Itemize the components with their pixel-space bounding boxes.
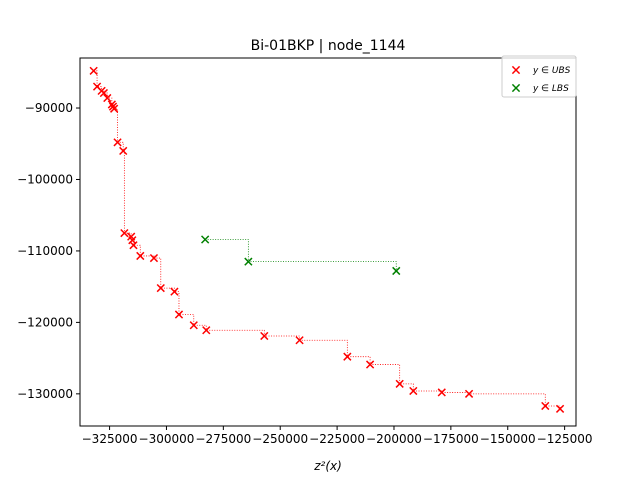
data-point <box>437 388 446 397</box>
data-point <box>156 283 165 293</box>
series-line-0 <box>93 70 561 409</box>
data-point <box>541 401 550 411</box>
x-axis-label: z²(x) <box>313 459 342 473</box>
series-line-1 <box>205 239 397 271</box>
x-tick-label: −300000 <box>139 432 195 446</box>
series-lines <box>93 70 561 409</box>
series-points <box>89 66 565 413</box>
data-point <box>244 257 253 266</box>
x-tick-label: −150000 <box>480 432 536 446</box>
y-axis: −90000 −100000 −110000 −120000 −130000 <box>17 101 80 401</box>
data-point <box>89 66 98 75</box>
data-point <box>103 93 112 103</box>
x-tick-label: −200000 <box>366 432 422 446</box>
plot-frame <box>79 57 577 427</box>
data-point <box>99 88 109 98</box>
data-point <box>395 379 404 388</box>
x-axis: −325000 −300000 −275000 −250000 −225000 −2000… <box>82 426 593 446</box>
legend-label: y ∈ LBS <box>532 84 569 94</box>
x-tick-label: −250000 <box>252 432 308 446</box>
data-point <box>170 287 179 296</box>
legend-marker <box>511 83 521 93</box>
data-point <box>201 235 210 244</box>
x-tick-label: −225000 <box>309 432 365 446</box>
data-point <box>149 253 159 263</box>
data-point <box>343 352 352 361</box>
data-point <box>120 228 129 238</box>
x-tick-label: −175000 <box>423 432 479 446</box>
y-tick-label: −90000 <box>25 101 73 115</box>
data-point <box>174 310 184 319</box>
data-point <box>365 360 375 369</box>
data-point <box>555 404 565 413</box>
legend: y ∈ UBS y ∈ LBS <box>501 55 577 98</box>
data-point <box>295 336 304 345</box>
y-tick-label: −110000 <box>17 244 73 258</box>
data-point <box>202 326 211 335</box>
legend-box <box>501 55 577 98</box>
data-point <box>136 251 145 261</box>
data-point <box>392 266 401 276</box>
x-tick-label: −125000 <box>537 432 593 446</box>
data-point <box>189 321 198 330</box>
x-tick-label: −325000 <box>82 432 138 446</box>
data-point <box>109 104 119 113</box>
data-point <box>464 389 474 398</box>
y-tick-label: −100000 <box>17 172 73 186</box>
legend-marker <box>511 65 521 75</box>
x-tick-label: −275000 <box>195 432 251 446</box>
legend-label: y ∈ UBS <box>532 66 571 76</box>
y-tick-label: −120000 <box>17 315 73 329</box>
data-point <box>113 138 122 147</box>
data-point <box>409 386 418 396</box>
y-tick-label: −130000 <box>17 387 73 401</box>
chart-title: Bi-01BKP | node_1144 <box>251 38 406 54</box>
data-point <box>260 331 269 341</box>
data-point <box>129 241 138 250</box>
data-point <box>119 146 128 156</box>
